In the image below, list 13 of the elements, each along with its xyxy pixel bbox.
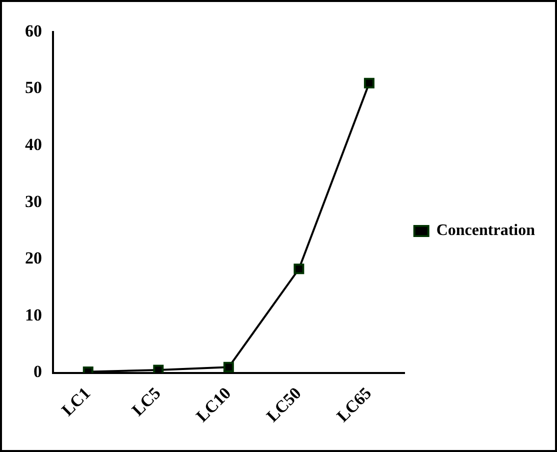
- point: [294, 264, 304, 274]
- x-tick-label: LC1: [58, 384, 94, 420]
- y-tick-label: 0: [34, 362, 42, 382]
- y-tick-label: 50: [25, 78, 42, 98]
- y-tick-label: 10: [25, 305, 42, 324]
- point: [364, 78, 374, 88]
- legend-label: Concentration: [436, 222, 536, 240]
- point: [153, 364, 164, 373]
- y-tick-label: 30: [25, 192, 42, 211]
- point: [223, 362, 234, 372]
- y-tick-label: 60: [25, 21, 42, 40]
- y-tick-label: 40: [25, 135, 42, 154]
- y-tick-label: 20: [25, 248, 42, 268]
